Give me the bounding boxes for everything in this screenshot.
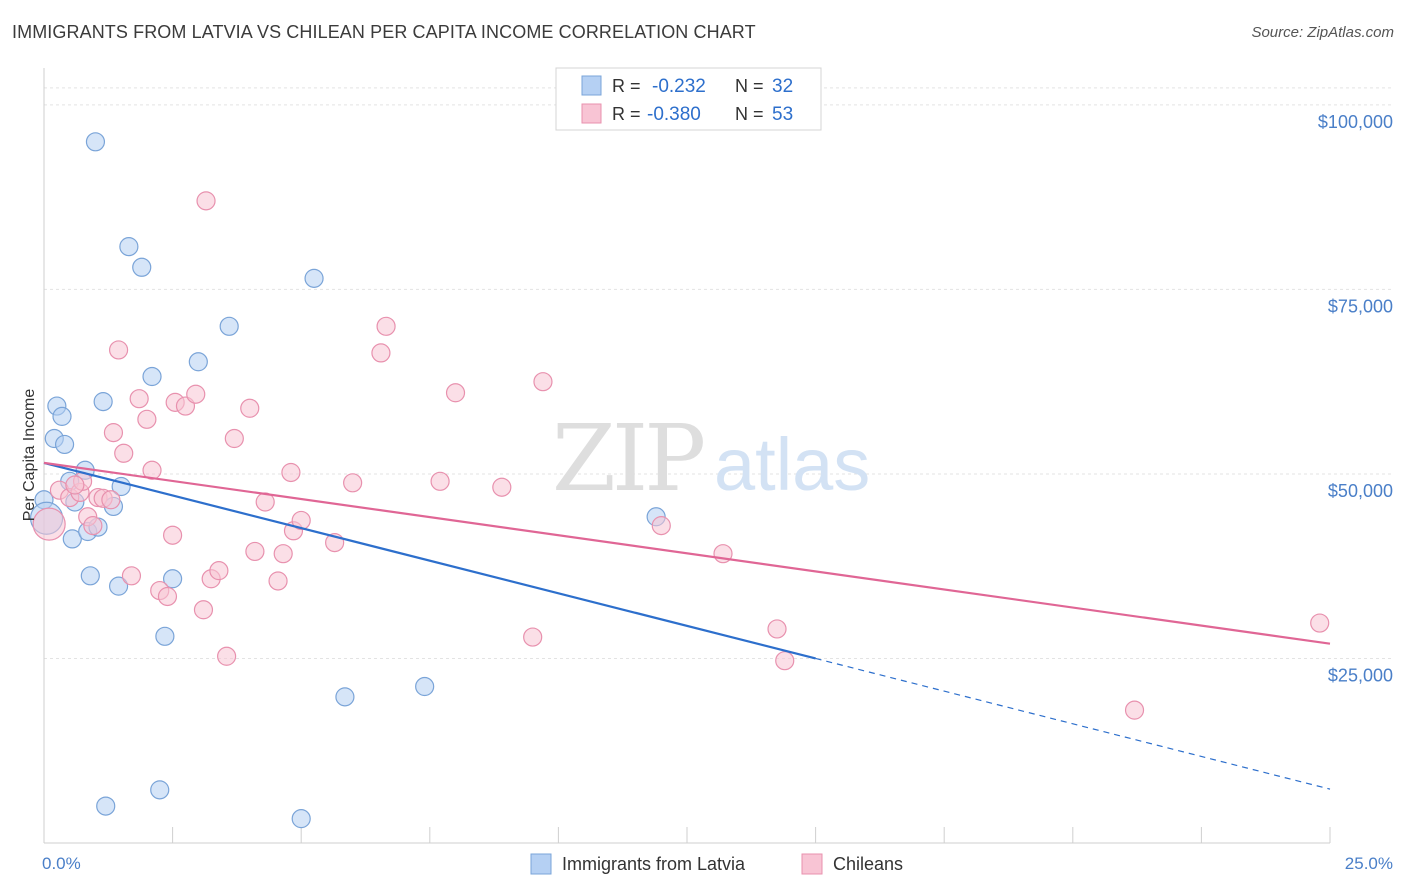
chilean-point-23 (193, 600, 214, 620)
chilean-point-42 (445, 383, 466, 403)
stats-legend: R = -0.232 N = 32 R = -0.380 N = 53 (555, 67, 822, 131)
chilean-point-38 (343, 473, 363, 493)
stats-r-value-latvia: -0.232 (652, 76, 706, 97)
y-axis-label: Per Capita Income (21, 389, 38, 522)
stats-n-value-chileans: 53 (772, 104, 793, 125)
latvia-point-12 (85, 132, 106, 152)
chilean-point-27 (217, 646, 237, 666)
chilean-point-14 (129, 389, 149, 409)
chilean-point-18 (157, 586, 178, 607)
chilean-point-29 (240, 398, 260, 418)
stats-swatch-latvia (581, 75, 602, 96)
y-tick-label-3: $100,000 (1318, 112, 1393, 132)
chilean-point-32 (268, 571, 288, 591)
latvia-point-19 (142, 366, 162, 387)
stats-swatch-chileans (581, 103, 602, 124)
stats-n-label-latvia: N = (735, 76, 764, 96)
series-chileans-points (32, 191, 1330, 720)
latvia-point-25 (335, 687, 355, 707)
series-legend: Immigrants from Latvia Chileans (530, 853, 903, 875)
y-tick-label-0: $25,000 (1328, 665, 1393, 685)
latvia-trend-line (43, 461, 816, 660)
chilean-point-52 (65, 475, 85, 495)
stats-r-value-chileans: -0.380 (647, 104, 701, 125)
chilean-point-45 (533, 372, 553, 392)
x-ticks (172, 827, 1331, 843)
latvia-point-29 (150, 780, 170, 800)
chilean-point-26 (209, 561, 229, 581)
chilean-point-46 (651, 516, 671, 536)
stats-r-label-latvia: R = (612, 76, 641, 96)
chilean-point-39 (371, 343, 391, 363)
chilean-point-50 (1124, 700, 1145, 720)
watermark: ZIP atlas (552, 405, 870, 512)
series-latvia-points (29, 132, 666, 829)
y-tick-label-1: $50,000 (1328, 481, 1393, 501)
chilean-point-24 (196, 191, 216, 211)
latvia-point-21 (163, 569, 183, 589)
chilean-point-33 (273, 544, 293, 564)
chilean-point-40 (376, 316, 396, 336)
stats-n-label-chileans: N = (735, 104, 764, 124)
chilean-point-30 (245, 541, 265, 562)
chilean-point-41 (430, 471, 450, 491)
trend-lines (43, 461, 1331, 790)
y-tick-label-2: $75,000 (1328, 296, 1393, 316)
chilean-point-11 (108, 340, 129, 360)
latvia-point-4 (54, 434, 75, 455)
latvia-point-20 (155, 626, 175, 646)
chilean-trend-line (43, 461, 1331, 645)
legend-label-chileans: Chileans (833, 854, 903, 874)
latvia-point-24 (304, 268, 324, 288)
latvia-point-30 (291, 809, 311, 829)
legend-label-latvia: Immigrants from Latvia (562, 854, 746, 874)
chilean-point-51 (1310, 613, 1330, 633)
chilean-point-49 (775, 651, 795, 671)
grid (44, 87, 1392, 659)
chilean-point-48 (767, 619, 787, 639)
latvia-point-6 (62, 529, 82, 549)
chilean-point-13 (121, 566, 142, 586)
latvia-point-13 (93, 392, 113, 412)
chilean-point-34 (281, 462, 301, 483)
latvia-point-22 (188, 352, 208, 372)
latvia-point-17 (119, 237, 139, 257)
latvia-point-28 (96, 796, 116, 816)
chart-title: IMMIGRANTS FROM LATVIA VS CHILEAN PER CA… (12, 22, 756, 42)
chilean-point-28 (224, 428, 244, 449)
chilean-point-44 (523, 627, 543, 647)
latvia-point-16 (108, 576, 129, 596)
latvia-point-23 (219, 316, 239, 336)
chilean-point-0 (32, 507, 66, 541)
chilean-point-20 (163, 525, 183, 545)
latvia-point-2 (52, 406, 72, 426)
x-min-label: 0.0% (42, 854, 81, 873)
latvia-point-18 (132, 257, 152, 277)
latvia-point-10 (80, 566, 100, 586)
source-label: Source: ZipAtlas.com (1251, 24, 1394, 41)
chilean-point-12 (114, 443, 134, 463)
chilean-point-10 (103, 423, 124, 443)
y-tick-labels: $25,000 $50,000 $75,000 $100,000 (1318, 112, 1393, 686)
chilean-point-16 (142, 460, 162, 480)
legend-swatch-chileans (801, 853, 823, 875)
latvia-trend-extension (815, 657, 1331, 790)
watermark-atlas: atlas (714, 423, 870, 506)
chilean-point-15 (137, 409, 157, 429)
chilean-point-36 (291, 510, 311, 531)
stats-n-value-latvia: 32 (772, 76, 793, 97)
legend-swatch-latvia (530, 853, 552, 875)
chilean-point-9 (101, 490, 121, 510)
chilean-point-22 (186, 384, 206, 404)
latvia-point-26 (415, 676, 435, 697)
x-max-label: 25.0% (1345, 854, 1393, 873)
watermark-zip: ZIP (552, 405, 703, 512)
chilean-point-6 (83, 516, 103, 536)
chilean-point-43 (492, 477, 512, 497)
stats-r-label-chileans: R = (612, 104, 641, 124)
